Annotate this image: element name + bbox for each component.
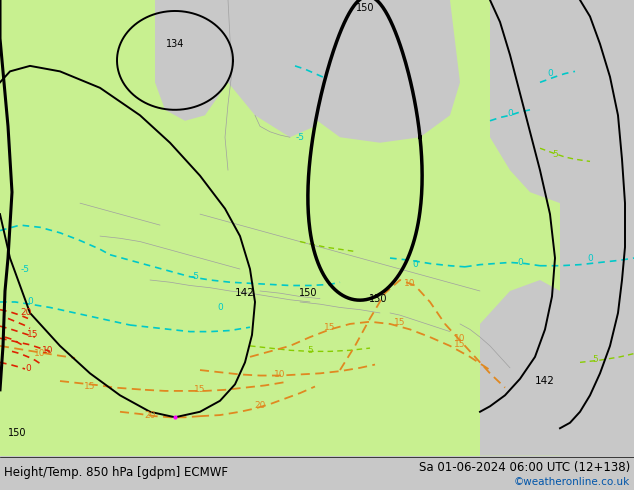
Text: 5: 5 <box>552 150 558 159</box>
Text: 0: 0 <box>507 109 513 118</box>
Text: 10: 10 <box>454 334 466 343</box>
Text: 0: 0 <box>27 297 33 306</box>
Text: 5: 5 <box>307 346 313 355</box>
Text: 15: 15 <box>27 330 39 340</box>
Text: 10: 10 <box>34 349 46 358</box>
Text: 142: 142 <box>535 376 555 386</box>
Text: 20: 20 <box>145 411 156 419</box>
Text: -5: -5 <box>295 133 304 142</box>
Text: 150: 150 <box>369 294 387 304</box>
Text: 0: 0 <box>217 303 223 312</box>
Text: Sa 01-06-2024 06:00 UTC (12+138): Sa 01-06-2024 06:00 UTC (12+138) <box>418 461 630 474</box>
Text: 0: 0 <box>517 258 523 267</box>
Text: 20: 20 <box>254 401 266 410</box>
Text: 20: 20 <box>20 308 32 318</box>
Text: -5: -5 <box>190 272 200 281</box>
Text: 10: 10 <box>42 346 54 355</box>
Polygon shape <box>155 0 228 121</box>
Text: 150: 150 <box>299 288 317 298</box>
Text: 15: 15 <box>194 385 206 394</box>
Polygon shape <box>480 280 560 456</box>
Text: 5: 5 <box>592 355 598 364</box>
Polygon shape <box>560 0 634 456</box>
Text: 15: 15 <box>324 323 336 332</box>
Text: 10: 10 <box>404 279 416 288</box>
Text: Height/Temp. 850 hPa [gdpm] ECMWF: Height/Temp. 850 hPa [gdpm] ECMWF <box>4 466 228 479</box>
Text: ©weatheronline.co.uk: ©weatheronline.co.uk <box>514 477 630 487</box>
Text: 0: 0 <box>412 260 418 269</box>
Text: 150: 150 <box>8 428 27 438</box>
Polygon shape <box>228 0 330 137</box>
Text: 15: 15 <box>394 318 406 327</box>
Text: 142: 142 <box>235 288 255 298</box>
Text: 134: 134 <box>166 39 184 49</box>
Polygon shape <box>490 0 634 203</box>
Text: 0: 0 <box>587 253 593 263</box>
Polygon shape <box>0 0 634 456</box>
Text: 15: 15 <box>454 340 466 349</box>
Polygon shape <box>300 0 460 143</box>
Text: 10: 10 <box>275 370 286 379</box>
Text: 150: 150 <box>356 2 374 13</box>
Text: 0: 0 <box>547 69 553 78</box>
Text: 0: 0 <box>25 365 31 373</box>
Text: -5: -5 <box>20 265 30 273</box>
Text: 15: 15 <box>84 382 96 391</box>
